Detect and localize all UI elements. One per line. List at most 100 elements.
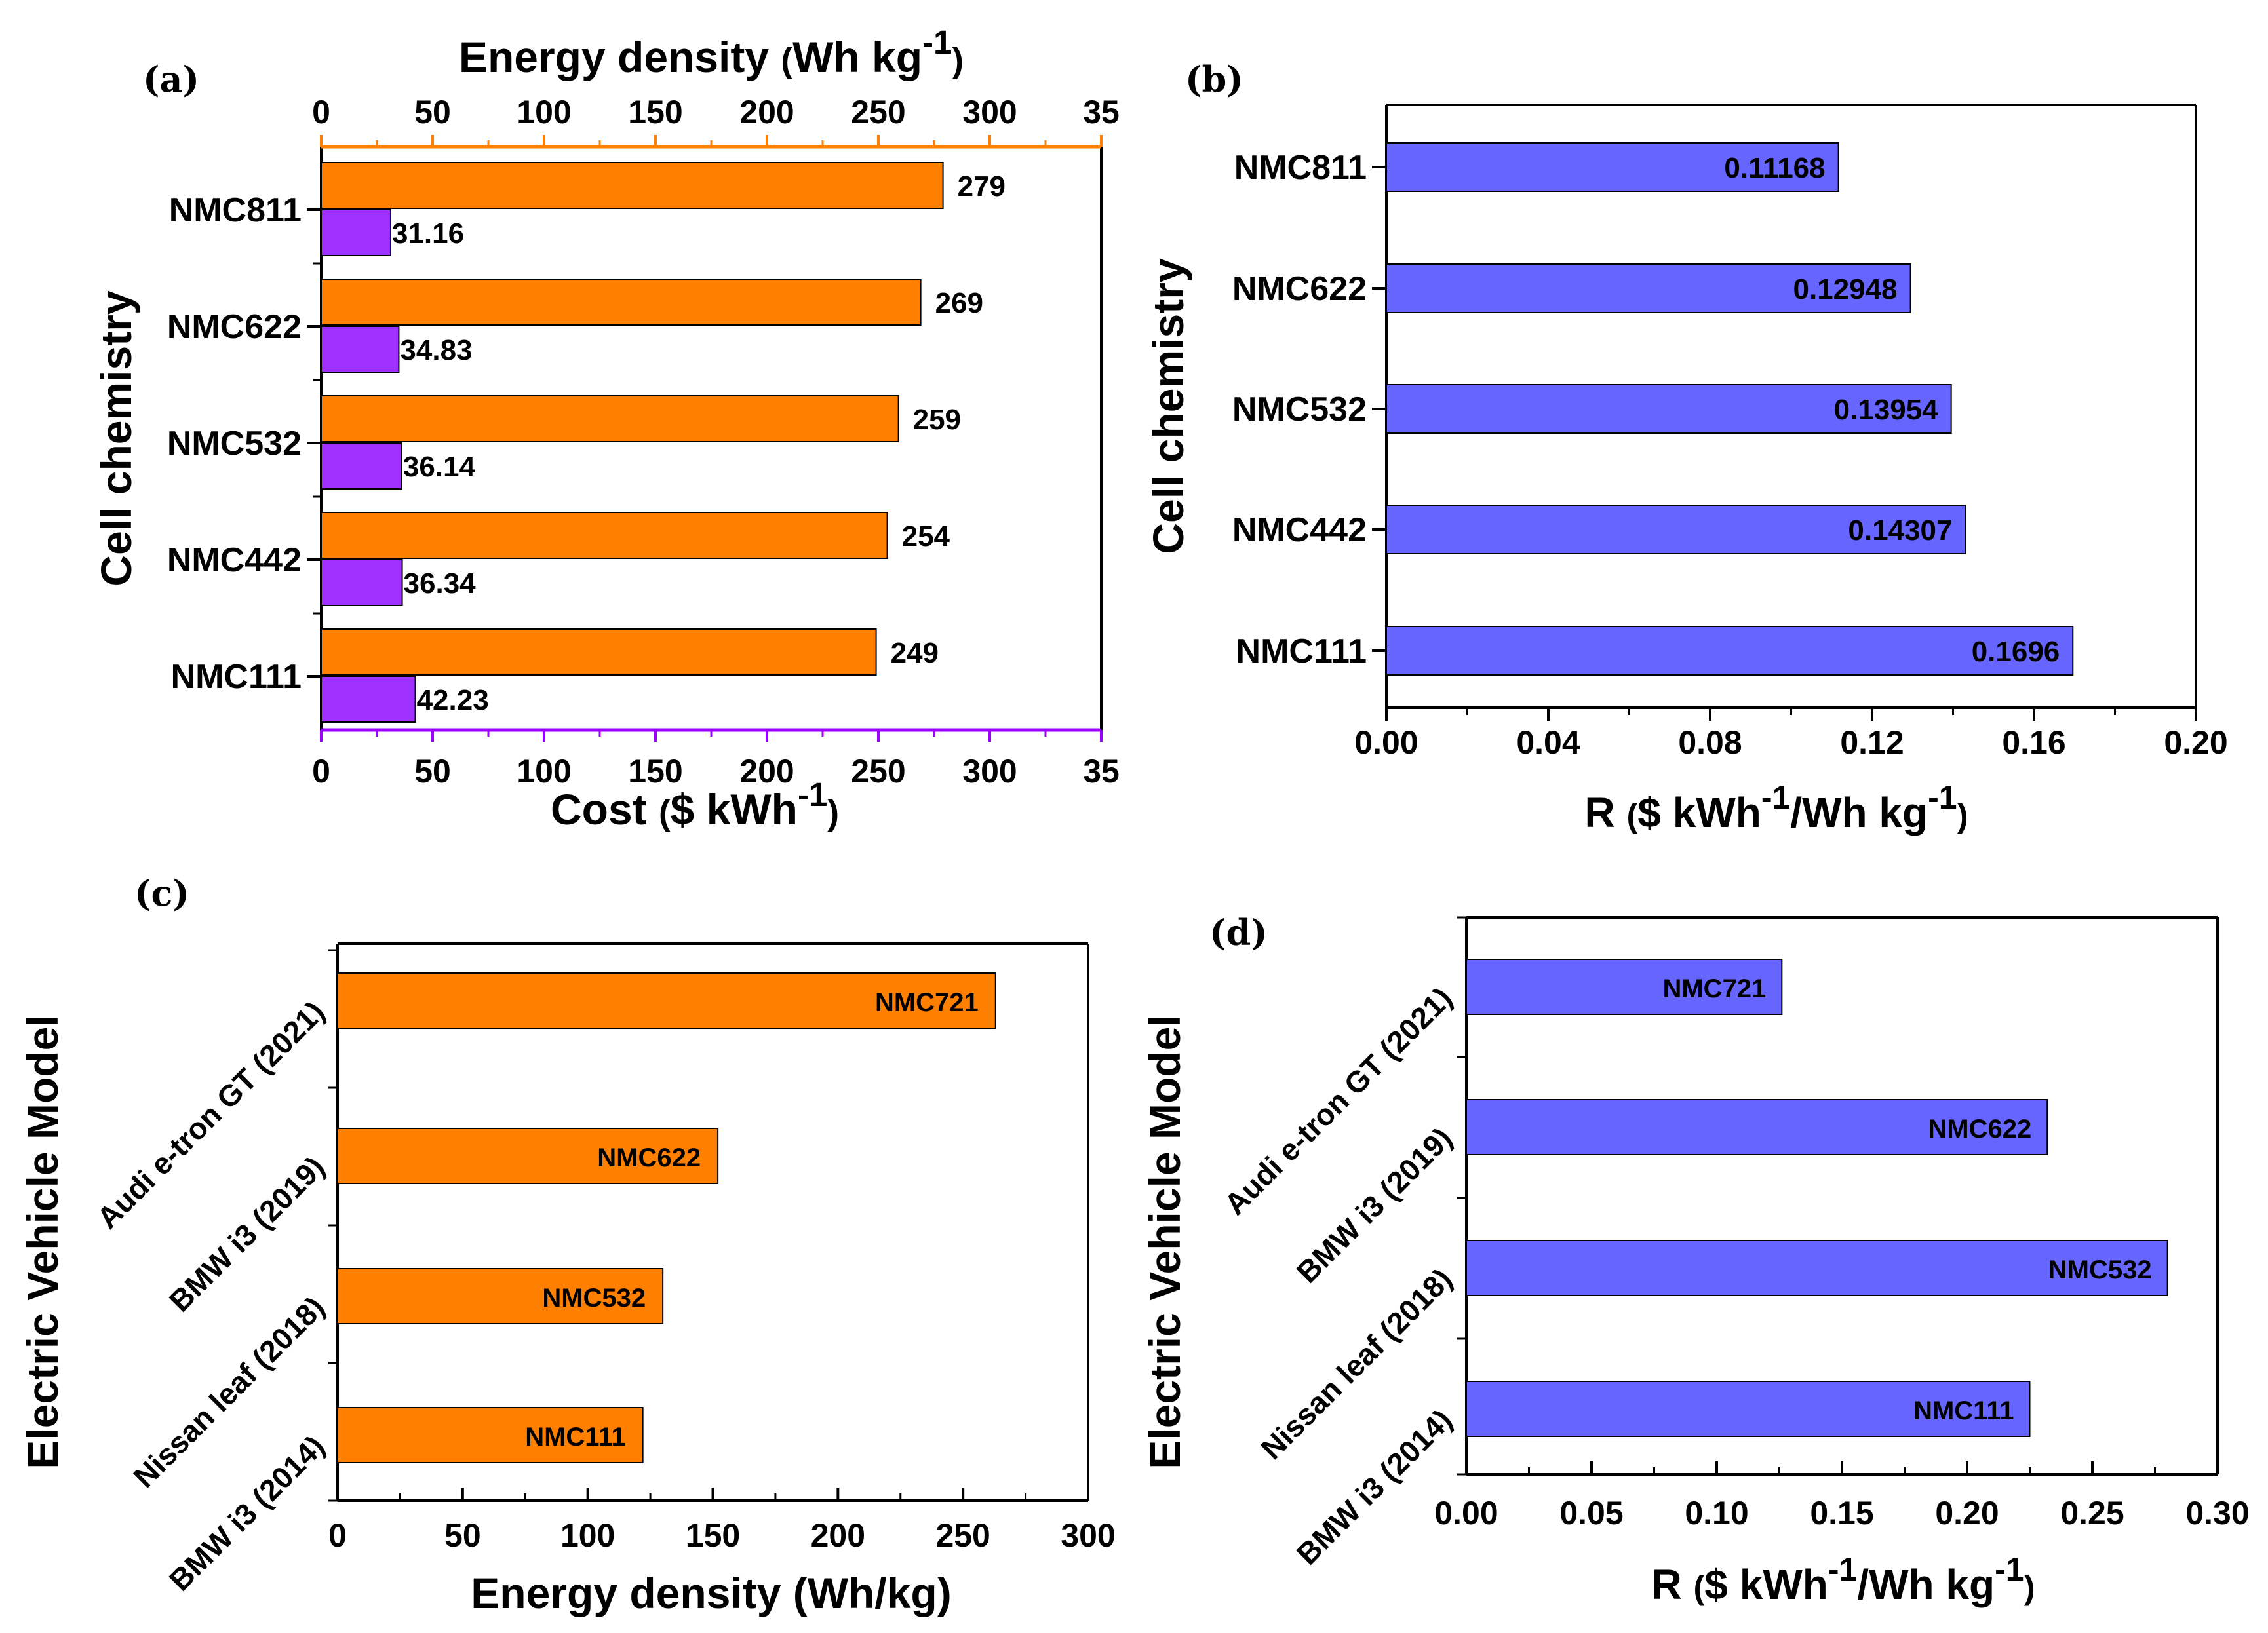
category-label: NMC111: [1236, 632, 1367, 670]
x-tick-label: 0.12: [1840, 724, 1904, 761]
category-label: NMC811: [1234, 149, 1367, 187]
cost-bar: [321, 209, 391, 256]
bottom-tick-label: 0: [312, 753, 330, 790]
bar-chemistry-label: NMC111: [525, 1423, 625, 1451]
energy-density-bar: [337, 1128, 719, 1184]
category-label: NMC442: [167, 541, 302, 579]
r-ratio-bar: [1386, 626, 2074, 676]
category-label: NMC811: [169, 191, 302, 229]
bottom-tick-label: 150: [628, 753, 682, 790]
top-axis-title: Energy density (Wh kg-1): [459, 24, 964, 82]
bottom-tick-label: 250: [851, 753, 905, 790]
top-tick-label: 150: [628, 94, 682, 130]
x-axis-title: R ($ kWh-1/Wh kg-1): [1651, 1551, 2035, 1608]
x-tick-label: 0.20: [1935, 1495, 1999, 1531]
energy-density-bar: [337, 972, 996, 1029]
r-ratio-bar: [1466, 959, 1783, 1015]
bar-value-label: 0.1696: [1972, 636, 2060, 668]
top-tick-label: 100: [517, 94, 571, 130]
x-tick-label: 0.15: [1810, 1495, 1873, 1531]
energy-density-bar: [337, 1268, 664, 1324]
energy-density-bar: [321, 628, 877, 676]
panel-label-d: (d): [1209, 912, 1268, 953]
x-tick-label: 150: [686, 1517, 740, 1554]
bar-chemistry-label: NMC721: [875, 988, 979, 1017]
x-tick-label: 0: [328, 1517, 347, 1554]
energy-density-bar: [321, 395, 899, 442]
x-tick-label: 0.05: [1559, 1495, 1623, 1531]
top-tick-label: 250: [851, 94, 905, 130]
bottom-axis-title: Cost ($ kWh-1): [551, 776, 839, 834]
cost-value-label: 42.23: [417, 684, 489, 716]
y-axis-title: Electric Vehicle Model: [1141, 1014, 1189, 1469]
energy-value-label: 279: [958, 170, 1006, 202]
cost-value-label: 34.83: [400, 334, 472, 366]
y-axis-title: Cell chemistry: [92, 290, 140, 586]
bottom-tick-label: 100: [517, 753, 571, 790]
cost-value-label: 36.34: [404, 567, 477, 600]
x-tick-label: 0.16: [2002, 724, 2065, 761]
r-ratio-bar: [1386, 505, 1966, 554]
bar-value-label: 0.11168: [1724, 152, 1825, 184]
energy-density-bar: [337, 1407, 644, 1463]
x-tick-label: 300: [1061, 1517, 1115, 1554]
y-axis-title: Cell chemistry: [1144, 258, 1192, 554]
x-axis-title: Energy density (Wh/kg): [471, 1569, 951, 1617]
bottom-tick-label: 50: [414, 753, 451, 790]
energy-density-bar: [321, 512, 888, 559]
category-label: NMC111: [171, 658, 302, 696]
x-tick-label: 0.00: [1354, 724, 1418, 761]
r-ratio-bar: [1466, 1099, 2048, 1155]
category-label: NMC532: [167, 425, 302, 463]
bar-value-label: 0.12948: [1793, 273, 1897, 305]
r-ratio-bar: [1466, 1381, 2031, 1437]
cost-bar: [321, 326, 400, 373]
cost-value-label: 36.14: [403, 451, 476, 483]
r-ratio-bar: [1386, 384, 1952, 434]
category-label: NMC622: [167, 308, 302, 346]
panel-label-a: (a): [143, 58, 199, 100]
x-tick-label: 100: [560, 1517, 615, 1554]
category-label: Audi e-tron GT (2021): [1218, 980, 1458, 1221]
energy-density-bar: [321, 162, 944, 209]
bar-chemistry-label: NMC532: [542, 1284, 646, 1313]
top-tick-label: 35: [1083, 94, 1120, 130]
energy-value-label: 259: [913, 404, 961, 436]
top-tick-label: 50: [414, 94, 451, 130]
x-axis-title: R ($ kWh-1/Wh kg-1): [1584, 779, 1968, 836]
x-tick-label: 250: [935, 1517, 990, 1554]
category-label: NMC532: [1232, 391, 1367, 429]
x-tick-label: 0.10: [1685, 1495, 1748, 1531]
x-tick-label: 0.00: [1434, 1495, 1498, 1531]
x-tick-label: 0.08: [1678, 724, 1742, 761]
top-tick-label: 200: [739, 94, 794, 130]
x-tick-label: 0.20: [2164, 724, 2227, 761]
cost-bar: [321, 442, 402, 490]
category-label: NMC622: [1232, 270, 1367, 308]
bottom-tick-label: 300: [962, 753, 1017, 790]
top-tick-label: 0: [312, 94, 330, 130]
bar-chemistry-label: NMC532: [2048, 1256, 2152, 1284]
x-tick-label: 0.30: [2185, 1495, 2249, 1531]
cost-value-label: 31.16: [392, 218, 464, 250]
r-ratio-bar: [1386, 142, 1839, 192]
bottom-tick-label: 35: [1083, 753, 1120, 790]
panel-label-b: (b): [1185, 58, 1243, 100]
cost-bar: [321, 559, 403, 606]
bottom-tick-label: 200: [739, 753, 794, 790]
bar-chemistry-label: NMC721: [1662, 974, 1766, 1003]
energy-value-label: 269: [935, 287, 983, 319]
y-axis-title: Electric Vehicle Model: [18, 1014, 67, 1469]
bar-chemistry-label: NMC622: [597, 1143, 701, 1172]
category-label: NMC442: [1232, 511, 1367, 549]
x-tick-label: 200: [811, 1517, 865, 1554]
bar-chemistry-label: NMC111: [1913, 1396, 2014, 1425]
bar-value-label: 0.14307: [1848, 514, 1952, 547]
x-tick-label: 50: [444, 1517, 481, 1554]
bar-chemistry-label: NMC622: [1928, 1115, 2031, 1143]
energy-value-label: 254: [902, 520, 950, 552]
r-ratio-bar: [1386, 263, 1911, 313]
x-tick-label: 0.25: [2060, 1495, 2124, 1531]
top-tick-label: 300: [962, 94, 1017, 130]
